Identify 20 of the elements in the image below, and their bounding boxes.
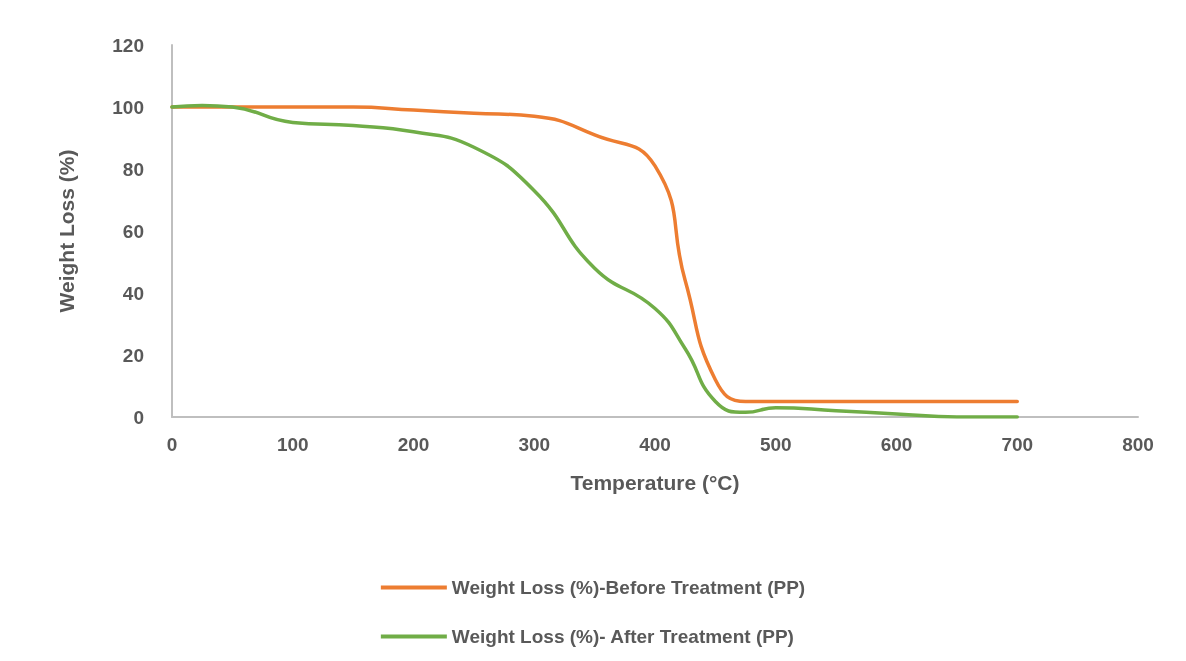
x-axis-title: Temperature (°C) [570, 471, 740, 494]
legend-label: Weight Loss (%)-Before Treatment (PP) [451, 577, 806, 598]
y-tick-label: 60 [122, 220, 144, 242]
x-tick-label: 800 [1122, 434, 1154, 455]
x-tick-label: 300 [518, 434, 551, 455]
x-tick-label: 200 [397, 434, 430, 455]
x-tick-label: 400 [639, 434, 671, 455]
x-tick-label: 700 [1001, 434, 1034, 455]
x-tick-label: 600 [880, 434, 913, 455]
y-tick-label: 80 [122, 158, 144, 180]
x-tick-label: 100 [276, 434, 309, 455]
x-tick-label: 0 [166, 434, 178, 455]
y-tick-label: 0 [133, 406, 144, 428]
y-tick-label: 20 [122, 344, 144, 366]
y-axis-title: Weight Loss (%) [55, 149, 78, 313]
y-tick-label: 40 [122, 282, 144, 304]
x-tick-label: 500 [759, 434, 792, 455]
legend-label: Weight Loss (%)- After Treatment (PP) [451, 626, 794, 647]
y-tick-label: 120 [112, 34, 144, 56]
y-tick-label: 100 [112, 96, 144, 118]
